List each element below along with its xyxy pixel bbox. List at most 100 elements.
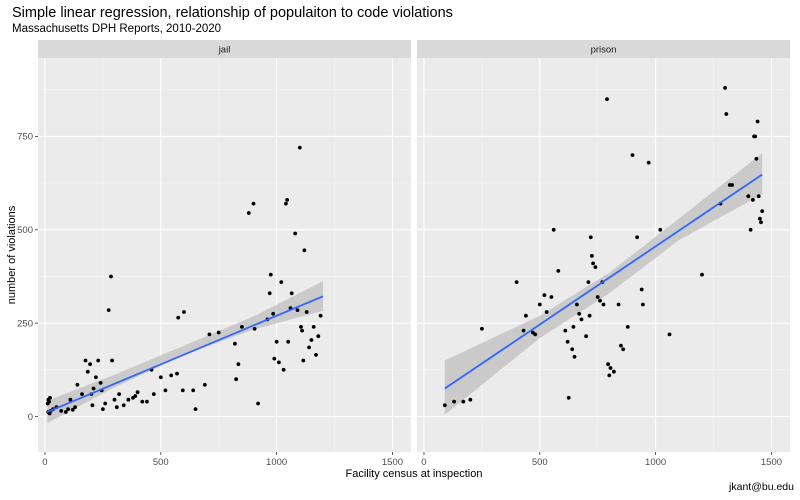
y-tick-label: 750: [17, 132, 33, 143]
data-point: [73, 405, 77, 410]
data-point: [658, 227, 663, 232]
data-point: [587, 313, 592, 318]
data-point: [751, 198, 755, 202]
data-point: [452, 399, 456, 404]
data-point: [570, 347, 575, 352]
data-point: [575, 302, 579, 307]
data-point: [625, 325, 630, 329]
data-point: [586, 280, 591, 284]
data-point: [593, 265, 598, 269]
data-point: [176, 315, 181, 320]
x-tick-label: 1500: [761, 457, 782, 468]
x-tick-label: 500: [532, 457, 548, 468]
data-point: [233, 341, 237, 346]
y-axis-title: number of violations: [6, 205, 18, 304]
data-point: [114, 405, 119, 410]
data-point: [723, 86, 727, 90]
data-point: [202, 382, 207, 387]
data-point: [151, 392, 156, 396]
data-point: [563, 328, 568, 333]
data-point: [180, 388, 185, 393]
data-point: [595, 295, 600, 299]
data-point: [521, 328, 526, 333]
data-point: [66, 407, 70, 411]
plot-panel-prison: [417, 58, 790, 452]
data-point: [309, 338, 314, 342]
data-point: [756, 194, 761, 199]
data-point: [110, 358, 114, 363]
data-point: [635, 235, 639, 240]
data-point: [307, 345, 311, 350]
data-point: [251, 201, 256, 206]
data-point: [286, 339, 291, 344]
data-point: [191, 388, 196, 393]
data-point: [284, 201, 288, 206]
data-point: [700, 272, 704, 277]
facet-strip-jail: [38, 40, 411, 58]
chart-title: Simple linear regression, relationship o…: [12, 5, 453, 21]
data-point: [117, 392, 121, 396]
data-point: [758, 216, 762, 221]
data-point: [297, 145, 302, 150]
x-tick-label: 0: [421, 457, 426, 468]
data-point: [584, 334, 588, 339]
x-tick-label: 1500: [382, 457, 403, 468]
data-point: [598, 298, 602, 303]
data-point: [565, 339, 570, 344]
data-point: [549, 295, 554, 299]
data-point: [755, 119, 760, 124]
data-point: [101, 407, 105, 411]
data-point: [590, 254, 594, 258]
y-tick-label: 0: [28, 412, 33, 423]
data-point: [304, 310, 309, 314]
data-point: [748, 227, 753, 232]
data-point: [252, 326, 257, 331]
data-point: [145, 399, 149, 404]
data-point: [109, 274, 113, 279]
data-point: [106, 308, 111, 312]
data-point: [267, 291, 272, 296]
data-point: [514, 280, 519, 284]
regression-line-prison: [444, 173, 763, 390]
data-point: [566, 395, 571, 400]
data-point: [753, 134, 758, 139]
data-point: [75, 382, 80, 387]
data-point: [605, 97, 609, 101]
data-point: [193, 407, 198, 411]
panel-jail: jail 0 500 1000 1500 0 250 500 750: [17, 40, 411, 468]
data-point: [724, 112, 729, 116]
data-point: [91, 386, 96, 391]
data-point: [182, 310, 186, 314]
data-point: [271, 311, 276, 316]
data-point: [268, 272, 273, 277]
y-tick-label: 500: [17, 225, 33, 236]
x-tick-label: 1000: [645, 457, 666, 468]
x-axis-title: Facility census at inspection: [346, 468, 483, 480]
data-point: [293, 231, 298, 236]
data-point: [302, 248, 307, 253]
data-point: [556, 269, 561, 273]
data-point: [760, 209, 765, 214]
chart-subtitle: Massachusetts DPH Reports, 2010-2020: [12, 23, 222, 35]
data-point: [746, 194, 751, 199]
data-point: [88, 362, 92, 367]
data-point: [571, 325, 576, 329]
data-point: [601, 302, 606, 307]
data-point: [103, 401, 108, 406]
data-point: [480, 326, 484, 331]
data-point: [572, 354, 577, 359]
data-point: [551, 227, 556, 232]
data-point: [98, 381, 103, 385]
data-point: [314, 353, 318, 357]
data-point: [621, 347, 626, 352]
panel-prison: prison 0 500 1000 1500: [417, 40, 790, 468]
data-point: [207, 332, 212, 337]
data-point: [246, 211, 251, 215]
data-point: [68, 397, 73, 402]
data-point: [234, 377, 239, 382]
data-point: [289, 291, 294, 296]
data-point: [279, 280, 284, 284]
data-point: [754, 156, 759, 161]
data-point: [577, 311, 582, 316]
data-point: [59, 409, 64, 413]
